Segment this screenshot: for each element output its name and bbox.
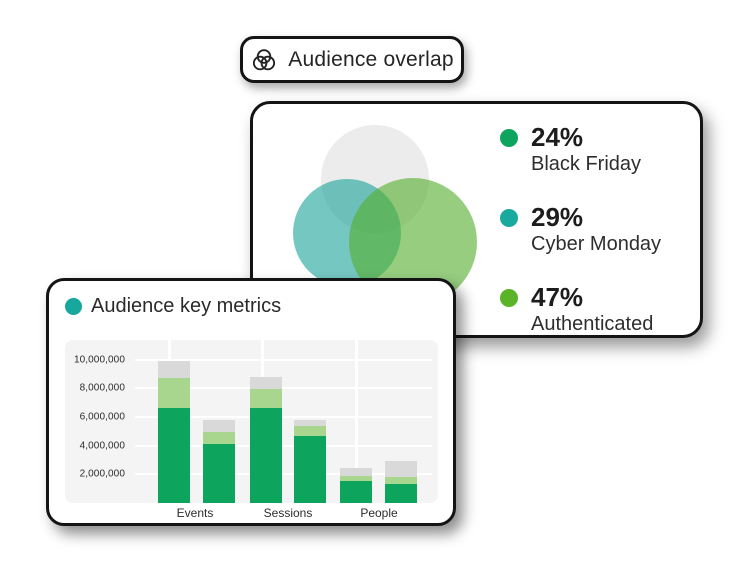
badge-label: Audience overlap <box>288 47 454 71</box>
legend-value: 29% <box>531 202 584 232</box>
bar-events-2 <box>203 419 235 503</box>
bar-people-1 <box>340 467 372 503</box>
horizontal-gridline <box>135 415 432 418</box>
bar-segment <box>250 408 282 503</box>
bar-segment <box>158 408 190 503</box>
bar-segment <box>203 444 235 503</box>
category-label-events: Events <box>176 506 214 520</box>
y-axis-tick-label: 8,000,000 <box>79 382 125 394</box>
metrics-title: Audience key metrics <box>91 295 282 317</box>
bar-segment <box>340 480 372 503</box>
bar-segment <box>385 477 417 484</box>
bar-sessions-1 <box>250 377 282 503</box>
legend-dot <box>500 129 518 147</box>
bar-sessions-2 <box>294 419 326 503</box>
legend-item-cyber-monday: 29% Cyber Monday <box>500 204 661 257</box>
legend-dot <box>500 209 518 227</box>
bar-segment <box>385 483 417 503</box>
bar-people-2 <box>385 460 417 503</box>
bar-segment <box>340 467 372 476</box>
category-label-people: People <box>360 506 398 520</box>
legend-value: 47% <box>531 282 584 312</box>
legend-value: 24% <box>531 122 584 152</box>
overlap-legend: 24% Black Friday 29% Cyber Monday 47% Authent… <box>500 124 661 335</box>
bar-segment <box>294 435 326 503</box>
bar-segment <box>250 388 282 409</box>
legend-item-black-friday: 24% Black Friday <box>500 124 661 177</box>
horizontal-gridline <box>135 473 432 476</box>
bar-segment <box>158 361 190 379</box>
y-axis-tick-label: 6,000,000 <box>79 411 125 423</box>
legend-dot <box>500 289 518 307</box>
legend-label: Authenticated <box>531 313 654 335</box>
bar-segment <box>340 475 372 481</box>
audience-key-metrics-card: Audience key metrics 10,000,000 8,000,000… <box>46 278 456 526</box>
legend-item-authenticated: 47% Authenticated <box>500 282 661 335</box>
y-axis-tick-label: 10,000,000 <box>73 354 125 365</box>
bar-segment <box>294 419 326 427</box>
audience-overlap-badge: Audience overlap <box>240 36 464 83</box>
venn-overlap-icon <box>250 46 278 74</box>
bar-segment <box>294 426 326 436</box>
metrics-title-dot <box>65 298 82 315</box>
y-axis-tick-label: 4,000,000 <box>79 440 125 452</box>
bar-chart-plot: 10,000,000 8,000,000 6,000,000 4,000,000 2,0… <box>65 340 438 503</box>
bar-segment <box>250 377 282 389</box>
bar-segment <box>203 419 235 433</box>
bar-segment <box>158 378 190 409</box>
horizontal-gridline <box>135 387 432 390</box>
category-label-sessions: Sessions <box>263 506 313 520</box>
vertical-gridline <box>355 340 358 503</box>
legend-label: Black Friday <box>531 153 642 175</box>
bar-events-1 <box>158 361 190 503</box>
bar-segment <box>203 432 235 445</box>
metrics-card-header: Audience key metrics <box>65 295 281 318</box>
y-axis-tick-label: 2,000,000 <box>79 468 125 480</box>
horizontal-gridline <box>135 358 432 361</box>
bar-segment <box>385 460 417 478</box>
bar-chart-category-axis: Events Sessions People <box>65 506 438 522</box>
legend-label: Cyber Monday <box>531 233 662 255</box>
horizontal-gridline <box>135 444 432 447</box>
